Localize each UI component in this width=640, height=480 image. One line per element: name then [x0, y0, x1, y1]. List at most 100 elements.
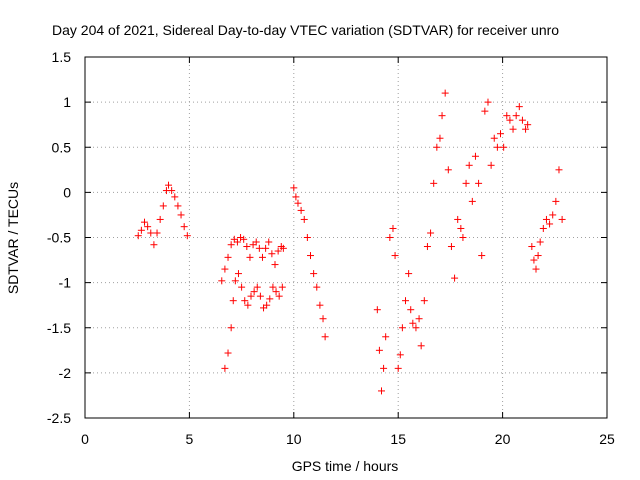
- y-tick-label: -1: [59, 275, 72, 291]
- data-point: [263, 301, 271, 309]
- data-point: [542, 215, 550, 223]
- x-tick-label: 20: [495, 431, 511, 447]
- data-point: [430, 179, 438, 187]
- data-point: [141, 218, 149, 226]
- data-point: [487, 161, 495, 169]
- data-point: [224, 349, 232, 357]
- data-point: [412, 324, 420, 332]
- data-point: [396, 351, 404, 359]
- y-tick-label: 1: [63, 94, 71, 110]
- data-point: [457, 224, 465, 232]
- data-point: [262, 244, 270, 252]
- data-point: [407, 306, 415, 314]
- data-point: [272, 288, 280, 296]
- data-point: [444, 166, 452, 174]
- data-point: [417, 342, 425, 350]
- data-point: [321, 333, 329, 341]
- data-point: [484, 98, 492, 106]
- data-point: [147, 229, 155, 237]
- data-point: [269, 283, 277, 291]
- data-point: [536, 238, 544, 246]
- y-tick-label: -2: [59, 365, 72, 381]
- data-point: [294, 199, 302, 207]
- data-point: [462, 179, 470, 187]
- data-point: [558, 215, 566, 223]
- data-point: [552, 197, 560, 205]
- data-point: [250, 288, 258, 296]
- data-point: [238, 283, 246, 291]
- data-point: [377, 387, 385, 395]
- data-point: [475, 179, 483, 187]
- data-point: [549, 211, 557, 219]
- data-point: [292, 193, 300, 201]
- data-point: [454, 215, 462, 223]
- data-point: [319, 315, 327, 323]
- data-point: [380, 364, 388, 372]
- data-point: [233, 238, 241, 246]
- data-point: [227, 241, 235, 249]
- data-point: [156, 215, 164, 223]
- data-point: [224, 253, 232, 261]
- data-point: [402, 297, 410, 305]
- data-point: [415, 315, 423, 323]
- chart-title: Day 204 of 2021, Sidereal Day-to-day VTE…: [52, 22, 559, 38]
- data-point: [451, 274, 459, 282]
- data-point: [522, 125, 530, 133]
- data-point: [515, 103, 523, 111]
- data-point: [471, 152, 479, 160]
- y-tick-label: -2.5: [47, 410, 71, 426]
- data-point: [382, 333, 390, 341]
- data-point: [310, 270, 318, 278]
- x-tick-label: 25: [599, 431, 615, 447]
- data-point: [389, 224, 397, 232]
- data-point: [237, 234, 245, 241]
- data-point: [481, 107, 489, 115]
- data-point: [391, 252, 399, 260]
- data-point: [266, 295, 274, 303]
- data-point: [546, 220, 554, 228]
- data-point: [171, 193, 179, 201]
- data-point: [530, 256, 538, 264]
- data-point: [180, 223, 188, 231]
- data-point: [512, 112, 520, 120]
- data-point: [218, 277, 226, 285]
- data-point: [503, 112, 511, 120]
- data-point: [137, 226, 145, 234]
- data-point: [409, 319, 417, 327]
- data-point: [398, 324, 406, 332]
- data-point: [227, 324, 235, 332]
- y-tick-label: 0: [63, 184, 71, 200]
- data-point: [509, 125, 517, 133]
- x-tick-label: 5: [186, 431, 194, 447]
- data-point: [386, 234, 394, 241]
- data-point: [405, 270, 413, 278]
- data-point: [297, 206, 305, 214]
- data-point: [271, 261, 279, 269]
- data-point: [255, 244, 263, 252]
- data-point: [221, 364, 229, 372]
- data-point: [438, 112, 446, 120]
- data-point: [244, 301, 252, 309]
- data-point: [433, 143, 441, 151]
- data-point: [229, 297, 237, 305]
- data-point: [524, 121, 532, 129]
- data-point: [258, 253, 266, 261]
- data-point: [278, 283, 286, 291]
- y-tick-label: 0.5: [52, 139, 72, 155]
- data-point: [246, 253, 254, 261]
- y-tick-label: -0.5: [47, 230, 71, 246]
- data-point: [497, 130, 505, 138]
- data-point: [303, 234, 311, 241]
- data-point: [528, 243, 536, 251]
- y-axis-label: SDTVAR / TECUs: [5, 182, 21, 294]
- data-point: [183, 232, 191, 240]
- data-point: [436, 134, 444, 142]
- data-point: [465, 161, 473, 169]
- data-point: [256, 292, 264, 300]
- data-point: [221, 265, 229, 273]
- data-point: [490, 134, 498, 142]
- x-tick-labels: 0 5 10 15 20 25: [81, 431, 615, 447]
- data-point: [241, 297, 249, 305]
- x-tick-label: 0: [81, 431, 89, 447]
